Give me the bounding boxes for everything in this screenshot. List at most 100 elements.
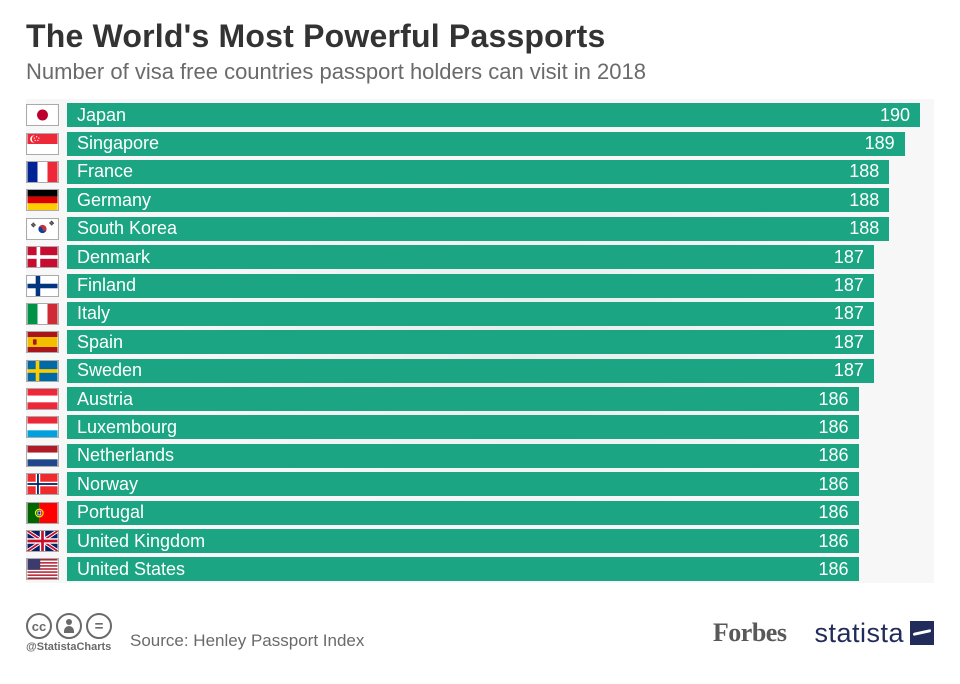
statista-handle: @StatistaCharts (26, 641, 112, 653)
bar-label: Spain (77, 332, 123, 353)
bar: Norway 186 (67, 472, 859, 496)
bar-label: Portugal (77, 502, 144, 523)
flag-icon (26, 161, 59, 183)
bar-track: France 188 (67, 160, 934, 184)
bar-value: 186 (819, 417, 849, 438)
bar: Sweden187 (67, 359, 874, 383)
bar-label: France (77, 161, 133, 182)
bar: South Korea 188 (67, 217, 889, 241)
chart-row: Norway 186 (26, 470, 934, 498)
flag-icon (26, 360, 59, 382)
bar: Finland187 (67, 274, 874, 298)
flag-icon (26, 104, 59, 126)
chart-row: Netherlands 186 (26, 442, 934, 470)
bar-label: Singapore (77, 133, 159, 154)
bar-track: Austria186 (67, 387, 934, 411)
bar-track: United Kingdom 186 (67, 529, 934, 553)
flag-icon (26, 331, 59, 353)
bar-track: Norway 186 (67, 472, 934, 496)
source-text: Source: Henley Passport Index (130, 631, 364, 653)
chart-subtitle: Number of visa free countries passport h… (26, 59, 934, 85)
chart-row: Spain 187 (26, 328, 934, 356)
bar: United Kingdom 186 (67, 529, 859, 553)
bar-track: Japan190 (67, 103, 934, 127)
chart-row: Sweden187 (26, 357, 934, 385)
bar-label: South Korea (77, 218, 177, 239)
bar-value: 187 (834, 332, 864, 353)
chart-row: United States 186 (26, 555, 934, 583)
license-badges: cc (26, 613, 112, 639)
bar: Denmark187 (67, 245, 874, 269)
bar-track: Portugal 186 (67, 501, 934, 525)
statista-text: statista (814, 618, 904, 649)
bar-track: Denmark187 (67, 245, 934, 269)
statista-wave-icon (910, 621, 934, 645)
bar: Japan190 (67, 103, 920, 127)
flag-icon (26, 502, 59, 524)
flag-icon (26, 218, 59, 240)
bar-label: Italy (77, 303, 110, 324)
chart-rows: Japan190Singapore189France188Germany188S… (26, 99, 934, 584)
chart-row: Finland187 (26, 271, 934, 299)
bar-label: Norway (77, 474, 138, 495)
flag-icon (26, 530, 59, 552)
forbes-logo: Forbes (713, 618, 787, 648)
chart-row: Luxembourg 186 (26, 413, 934, 441)
bar-track: Germany188 (67, 188, 934, 212)
bar-value: 187 (834, 275, 864, 296)
bar: Spain 187 (67, 330, 874, 354)
bar: Netherlands 186 (67, 444, 859, 468)
attribution-icon (56, 613, 82, 639)
bar-label: United Kingdom (77, 531, 205, 552)
cc-icon: cc (26, 613, 52, 639)
bar-track: Finland187 (67, 274, 934, 298)
bar-value: 186 (819, 474, 849, 495)
bar-track: Netherlands 186 (67, 444, 934, 468)
bar-label: Germany (77, 190, 151, 211)
bar-value: 187 (834, 303, 864, 324)
chart-row: United Kingdom 186 (26, 527, 934, 555)
flag-icon (26, 275, 59, 297)
bar-value: 186 (819, 445, 849, 466)
bar-value: 188 (849, 161, 879, 182)
bar-value: 186 (819, 559, 849, 580)
bar: Luxembourg 186 (67, 415, 859, 439)
bar-value: 189 (865, 133, 895, 154)
bar: Italy 187 (67, 302, 874, 326)
bar-track: Luxembourg 186 (67, 415, 934, 439)
flag-icon (26, 388, 59, 410)
chart-row: Japan190 (26, 101, 934, 129)
chart-row: Denmark187 (26, 243, 934, 271)
chart-row: France 188 (26, 158, 934, 186)
bar-track: Sweden187 (67, 359, 934, 383)
bar-label: Luxembourg (77, 417, 177, 438)
bar: France 188 (67, 160, 889, 184)
bar-label: United States (77, 559, 185, 580)
chart-row: Italy 187 (26, 300, 934, 328)
flag-icon (26, 473, 59, 495)
chart-row: Germany188 (26, 186, 934, 214)
flag-icon (26, 246, 59, 268)
bar-label: Japan (77, 105, 126, 126)
bar: United States 186 (67, 557, 859, 581)
bar-track: South Korea 188 (67, 217, 934, 241)
flag-icon (26, 303, 59, 325)
bar: Singapore 189 (67, 132, 905, 156)
bar-value: 188 (849, 218, 879, 239)
chart-title: The World's Most Powerful Passports (26, 18, 934, 55)
chart-row: Austria186 (26, 385, 934, 413)
footer: cc @StatistaCharts Source: Henley Passpo… (0, 613, 960, 653)
bar-value: 186 (819, 502, 849, 523)
noderivs-icon (86, 613, 112, 639)
bar: Austria186 (67, 387, 859, 411)
statista-logo: statista (814, 618, 934, 649)
bar-value: 186 (819, 531, 849, 552)
bar-label: Austria (77, 389, 133, 410)
bar-value: 187 (834, 360, 864, 381)
flag-icon (26, 189, 59, 211)
flag-icon (26, 416, 59, 438)
chart-row: Singapore 189 (26, 129, 934, 157)
flag-icon (26, 133, 59, 155)
bar-label: Netherlands (77, 445, 174, 466)
flag-icon (26, 558, 59, 580)
